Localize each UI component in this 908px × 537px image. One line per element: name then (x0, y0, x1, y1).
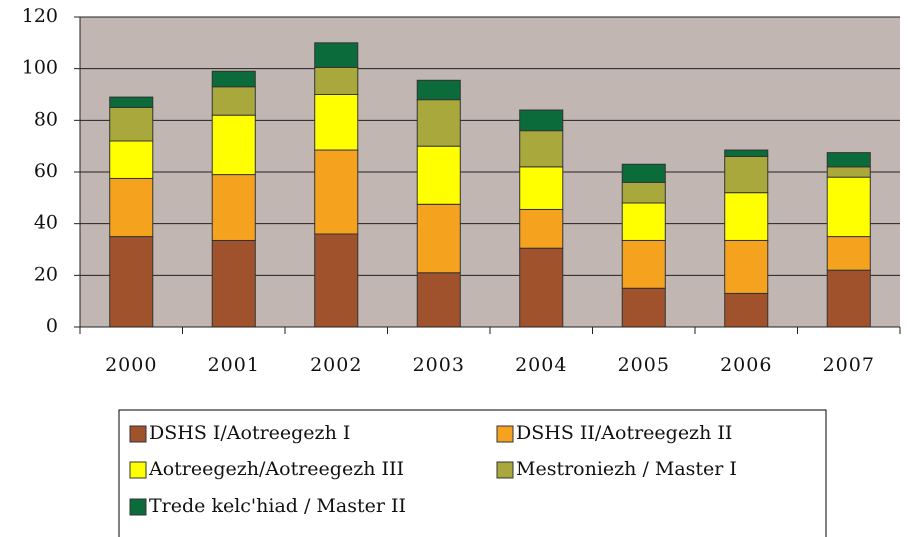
bar-segment (416, 203, 461, 274)
bar-segment (826, 176, 871, 238)
bar-segment (109, 236, 154, 328)
bar-segment (211, 70, 256, 88)
x-tick-label: 2004 (515, 354, 567, 376)
x-tick-label: 2006 (720, 354, 772, 376)
bar-segment (109, 106, 154, 142)
y-tick-label: 100 (22, 57, 58, 79)
bar-segment (314, 66, 359, 95)
bar-segment (826, 236, 871, 271)
y-tick-label: 0 (46, 315, 58, 337)
bar-segment (621, 287, 666, 328)
bar-segment (724, 239, 769, 294)
legend-box (118, 409, 827, 537)
bar-segment (621, 239, 666, 289)
bar-segment (314, 94, 359, 151)
bar-segment (519, 208, 564, 249)
bar-segment (314, 42, 359, 68)
x-tick-label: 2003 (413, 354, 465, 376)
y-tick-label: 80 (34, 108, 58, 130)
legend-label: DSHS I/Aotreegezh I (149, 422, 350, 444)
bar-segment (621, 181, 666, 204)
y-tick-label: 40 (34, 212, 58, 234)
bar-segment (109, 140, 154, 179)
legend-swatch (496, 461, 514, 479)
bar-segment (724, 149, 769, 158)
bar-segment (211, 86, 256, 116)
bar-segment (519, 166, 564, 210)
bar-segment (314, 233, 359, 328)
legend-swatch (129, 498, 147, 516)
x-tick-label: 2005 (618, 354, 670, 376)
bar-segment (109, 96, 154, 108)
bar-segment (724, 292, 769, 328)
bar-segment (826, 152, 871, 168)
legend-swatch (496, 425, 514, 443)
bar-segment (416, 79, 461, 101)
bar-segment (211, 239, 256, 328)
bar-segment (519, 109, 564, 132)
legend-label: Trede kelc'hiad / Master II (149, 495, 406, 517)
bar-segment (621, 202, 666, 241)
bar-segment (724, 156, 769, 194)
x-tick-label: 2007 (823, 354, 875, 376)
y-tick-label: 120 (22, 5, 58, 27)
bar-segment (109, 177, 154, 238)
bar-segment (314, 149, 359, 235)
legend-swatch (129, 425, 147, 443)
bar-segment (519, 130, 564, 168)
bar-segment (416, 99, 461, 147)
bar-segment (826, 166, 871, 178)
bar-segment (621, 163, 666, 183)
y-tick-label: 60 (34, 160, 58, 182)
bar-segment (826, 269, 871, 328)
x-tick-label: 2002 (310, 354, 362, 376)
legend-swatch (129, 461, 147, 479)
y-tick-label: 20 (34, 263, 58, 285)
bar-segment (211, 174, 256, 241)
bar-segment (519, 247, 564, 328)
legend-label: DSHS II/Aotreegezh II (516, 422, 732, 444)
x-tick-label: 2001 (208, 354, 260, 376)
bar-segment (416, 145, 461, 205)
bar-segment (211, 114, 256, 176)
bar-segment (416, 272, 461, 328)
legend-label: Aotreegezh/Aotreegezh III (148, 458, 404, 480)
bar-segment (724, 192, 769, 241)
legend-label: Mestroniezh / Master I (516, 458, 737, 480)
x-tick-label: 2000 (105, 354, 157, 376)
